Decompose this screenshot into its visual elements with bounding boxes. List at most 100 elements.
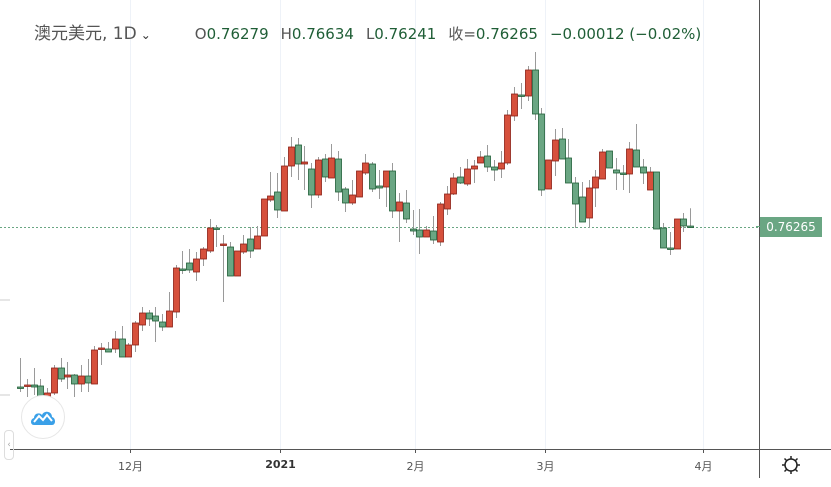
candle-down (579, 182, 586, 223)
last-price-label: 0.76265 (756, 217, 822, 237)
candle-body (173, 267, 180, 313)
candle-up (91, 346, 98, 385)
candle-up (193, 252, 200, 281)
candle-down (518, 83, 525, 109)
candle-body (545, 159, 552, 190)
candle-body (369, 163, 376, 190)
candle-down (85, 359, 92, 392)
grid-lines (130, 0, 704, 453)
candle-body (423, 229, 430, 238)
candle-down (31, 368, 38, 395)
candle-down (227, 242, 234, 277)
candle-body (674, 218, 681, 250)
candle-down (58, 358, 65, 382)
candle-up (450, 173, 457, 195)
candle-up (301, 146, 308, 190)
chevron-left-icon[interactable]: ‹ (4, 430, 14, 460)
candle-down (71, 374, 78, 397)
candle-up (545, 159, 552, 190)
candle-down (660, 223, 667, 249)
candle-up (471, 160, 478, 183)
candle-up (444, 186, 451, 215)
candle-up (674, 218, 681, 250)
candle-body (680, 218, 687, 227)
candle-body (85, 375, 92, 384)
time-axis-label: 3月 (536, 460, 555, 473)
candle-down (430, 216, 437, 244)
candle-body (356, 170, 363, 198)
candle-body (518, 94, 525, 97)
time-axis-label: 2021 (265, 458, 296, 471)
candle-down (667, 232, 674, 255)
candle-up (125, 343, 132, 358)
gear-icon[interactable] (781, 455, 801, 475)
time-axis-label: 2月 (406, 460, 425, 473)
candle-body (98, 347, 105, 350)
time-axis-label: 12月 (118, 460, 143, 473)
candle-down (342, 187, 349, 212)
candle-down (146, 310, 153, 326)
candle-body (362, 162, 369, 174)
candle-body (186, 262, 193, 271)
candle-body (687, 225, 694, 228)
candle-down (159, 314, 166, 331)
candle-down (403, 190, 410, 223)
candle-body (261, 198, 268, 237)
candle-body (511, 93, 518, 117)
candle-body (78, 375, 85, 385)
chevron-down-icon[interactable]: ⌄ (140, 28, 151, 42)
close-value: 收=0.76265 (448, 25, 538, 43)
candle-body (640, 166, 647, 174)
candle-body (17, 386, 24, 389)
candle-up (511, 87, 518, 121)
candle-body (274, 191, 281, 211)
candle-body (376, 185, 383, 189)
candle-body (552, 139, 559, 162)
candle-down (389, 163, 396, 218)
candle-up (349, 180, 356, 205)
candle-up (599, 149, 606, 180)
candle-body (295, 144, 302, 165)
candle-up (586, 180, 593, 228)
chart-legend: 澳元美元, 1D ⌄ O0.76279 H0.76634 L0.76241 收=… (34, 19, 701, 44)
candle-up (626, 142, 633, 193)
candle-body (51, 367, 58, 394)
candle-body (599, 151, 606, 180)
candle-body (64, 374, 71, 378)
candle-down (680, 213, 687, 232)
candle-up (281, 157, 288, 212)
candle-up (315, 157, 322, 198)
candle-up (132, 321, 139, 352)
candle-down (105, 342, 112, 353)
candle-down (295, 138, 302, 180)
candle-down (687, 208, 694, 228)
candle-up (51, 365, 58, 395)
candle-body (308, 168, 315, 196)
candle-body (227, 246, 234, 277)
candle-up (267, 172, 274, 202)
candle-up (477, 151, 484, 164)
high-value: H0.76634 (280, 25, 354, 43)
candle-body (315, 159, 322, 196)
candle-up (98, 343, 105, 365)
candle-down (213, 225, 220, 247)
candle-body (538, 113, 545, 191)
candle-up (166, 292, 173, 328)
candle-body (667, 247, 674, 250)
change-value: −0.00012 (−0.02%) (549, 25, 702, 43)
candle-body (403, 202, 410, 220)
candle-up (78, 365, 85, 392)
candle-down (17, 358, 24, 392)
candles (17, 52, 694, 398)
candle-body (620, 172, 627, 175)
candle-body (166, 310, 173, 328)
candle-down (369, 162, 376, 192)
symbol-title[interactable]: 澳元美元, 1D (34, 24, 137, 44)
candle-up (173, 265, 180, 318)
candle-up (207, 219, 214, 253)
candle-down (152, 307, 159, 342)
low-value: L0.76241 (365, 25, 437, 43)
cloud-chart-logo-icon[interactable] (21, 395, 65, 439)
candle-down (484, 145, 491, 172)
